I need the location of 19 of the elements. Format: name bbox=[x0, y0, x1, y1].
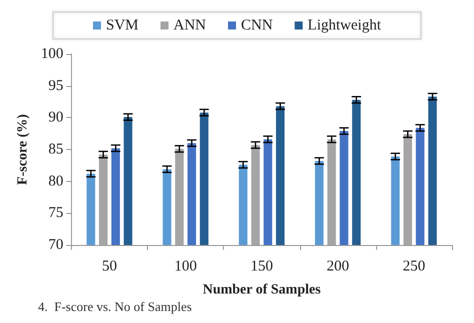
y-tick-label: 95 bbox=[48, 78, 64, 94]
legend-label: Lightweight bbox=[308, 18, 382, 34]
legend-label: CNN bbox=[241, 18, 273, 34]
x-tick-label: 150 bbox=[250, 258, 273, 274]
legend-label: ANN bbox=[174, 18, 206, 34]
legend-label: SVM bbox=[106, 18, 139, 34]
x-tick-label: 200 bbox=[326, 258, 350, 274]
x-axis-title: Number of Samples bbox=[202, 282, 322, 298]
y-tick-label: 70 bbox=[48, 237, 64, 253]
x-tick-label: 250 bbox=[402, 258, 426, 274]
x-tick-label: 100 bbox=[174, 258, 197, 274]
text: 4. F-score vs. No of Samples bbox=[38, 299, 192, 314]
y-tick-label: 75 bbox=[48, 205, 64, 222]
y-tick-label: 85 bbox=[48, 142, 64, 158]
y-tick-label: 100 bbox=[40, 46, 64, 62]
y-axis-title: F-score (%) bbox=[16, 114, 30, 185]
y-tick-label: 90 bbox=[48, 110, 64, 126]
y-tick-label: 80 bbox=[48, 173, 64, 190]
x-tick-label: 50 bbox=[102, 258, 117, 274]
